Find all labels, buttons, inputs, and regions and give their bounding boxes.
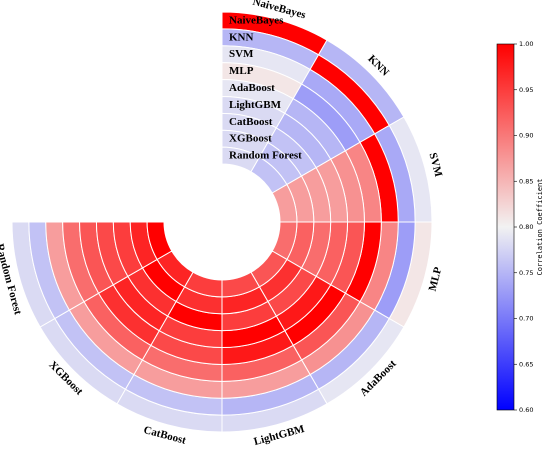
ring-label-random-forest: Random Forest [229,150,302,162]
colorbar-tick-label: 0.75 [519,269,533,277]
ring-label-catboost: CatBoost [229,116,273,128]
colorbar-tick-label: 0.80 [519,223,533,231]
segment-label-svm: SVM [427,151,445,178]
colorbar-tick-label: 0.70 [519,315,533,323]
cell-random-forest-random-forest [146,221,173,261]
ring-label-xgboost: XGBoost [229,133,272,145]
colorbar-tick-label: 1.00 [519,40,533,48]
colorbar [496,43,515,411]
ring-label-lightgbm: LightGBM [229,99,282,111]
colorbar-tick-label: 0.95 [519,86,533,94]
ring-label-adaboost: AdaBoost [229,82,275,94]
segment-label-mlp: MLP [427,266,445,293]
colorbar-tick-label: 0.90 [519,132,533,140]
ring-label-knn: KNN [229,31,254,43]
ring-label-naivebayes: NaiveBayes [229,14,284,26]
colorbar-title: Correlation Coefficient [536,179,544,276]
colorbar-tick-label: 0.65 [519,360,533,368]
ring-label-mlp: MLP [229,65,254,77]
ring-label-svm: SVM [229,48,254,60]
colorbar-tick-label: 0.60 [519,406,533,414]
colorbar-tick-label: 0.85 [519,177,533,185]
